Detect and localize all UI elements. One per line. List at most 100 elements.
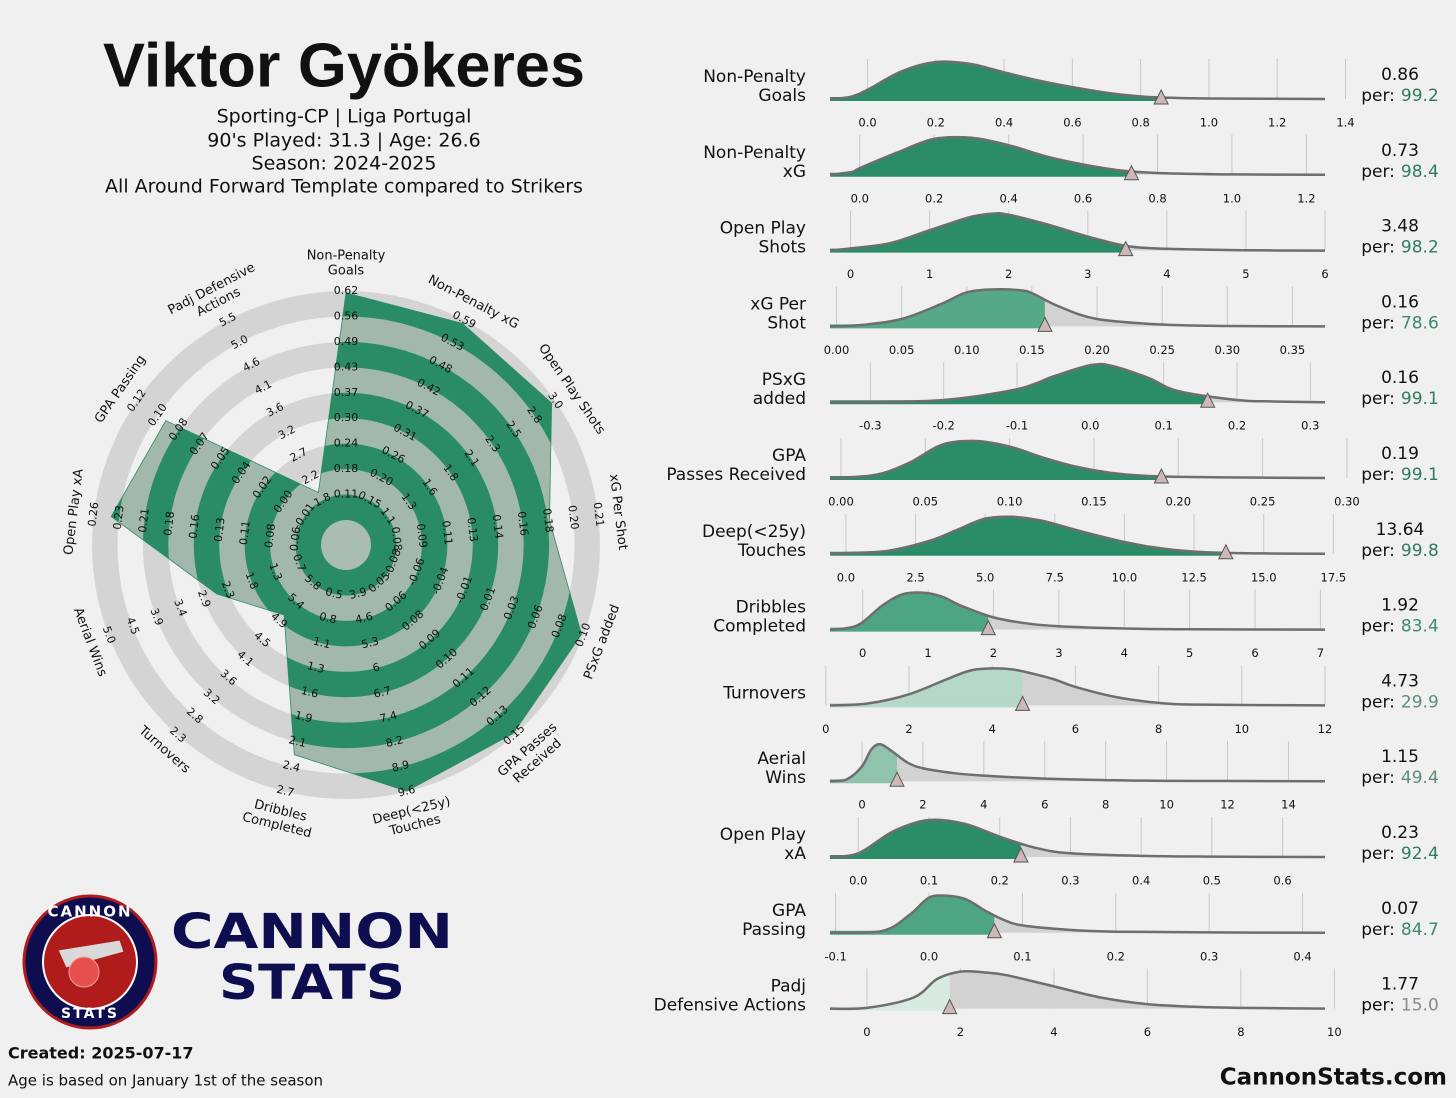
metric-label: GPA bbox=[772, 901, 806, 921]
radar-tick-label: 0.26 bbox=[85, 501, 101, 527]
density-curve bbox=[829, 667, 1326, 707]
metric-value: 1.92 bbox=[1381, 596, 1419, 616]
logo: CANNON STATS CANNON STATS bbox=[22, 894, 453, 1030]
percentile-value: 99.1 bbox=[1401, 465, 1439, 485]
x-tick-label: 0.2 bbox=[927, 116, 945, 130]
percentile: per: 92.4 bbox=[1361, 844, 1439, 864]
x-tick-label: 0.0 bbox=[920, 949, 938, 963]
metric-value: 1.15 bbox=[1381, 747, 1419, 767]
value-marker bbox=[986, 922, 1003, 939]
radar-tick-label: 1.1 bbox=[312, 634, 332, 651]
x-tick-label: 6 bbox=[1251, 646, 1258, 660]
x-tick-label: 0.3 bbox=[1301, 419, 1319, 433]
created-date: Created: 2025-07-17 bbox=[8, 1044, 194, 1063]
radar-tick-label: 0.56 bbox=[334, 309, 359, 322]
radar-tick-label: 0.49 bbox=[334, 335, 359, 348]
x-tick-label: 10 bbox=[1327, 1025, 1342, 1039]
radar-tick-label: 0.30 bbox=[334, 411, 359, 424]
radar-tick-label: 1.3 bbox=[266, 561, 284, 582]
percentile-prefix: per: bbox=[1361, 996, 1395, 1016]
percentile-prefix: per: bbox=[1361, 617, 1395, 637]
x-tick-label: 0 bbox=[863, 1025, 870, 1039]
density-curve bbox=[829, 439, 1326, 480]
x-tick-label: 0.4 bbox=[1132, 874, 1150, 888]
percentile-prefix: per: bbox=[1361, 162, 1395, 182]
radar-tick-label: 0.43 bbox=[334, 360, 359, 373]
metric-label: PSxG bbox=[762, 370, 806, 390]
percentile-prefix: per: bbox=[1361, 86, 1395, 106]
percentile-value: 99.8 bbox=[1401, 541, 1439, 561]
metric-label: Defensive Actions bbox=[654, 996, 807, 1016]
x-tick-label: 6 bbox=[1041, 798, 1048, 812]
radar-category: Goals bbox=[328, 264, 365, 279]
percentile-prefix: per: bbox=[1361, 313, 1395, 333]
percentile-prefix: per: bbox=[1361, 692, 1395, 712]
radar-tick-label: 6.7 bbox=[372, 684, 392, 701]
logo-name: STATS bbox=[219, 955, 405, 1011]
metric-value: 3.48 bbox=[1381, 217, 1419, 237]
value-marker bbox=[1153, 88, 1169, 105]
percentile-prefix: per: bbox=[1361, 238, 1395, 258]
density-area-above bbox=[1022, 671, 1325, 706]
percentile-value: 84.7 bbox=[1401, 920, 1439, 940]
radar-tick-label: 6 bbox=[371, 660, 381, 674]
x-tick-label: 6 bbox=[1072, 722, 1079, 736]
metric-label: Open Play bbox=[720, 219, 806, 239]
radar-tick-label: 0.20 bbox=[565, 504, 581, 530]
x-tick-label: 0.0 bbox=[851, 191, 869, 205]
density-area-below bbox=[830, 973, 950, 1009]
value-marker bbox=[1153, 467, 1170, 484]
percentile: per: 98.4 bbox=[1361, 162, 1439, 182]
x-tick-label: 0.1 bbox=[1155, 419, 1173, 433]
x-tick-label: 8 bbox=[1155, 722, 1162, 736]
x-tick-label: 7.5 bbox=[1046, 570, 1064, 584]
x-tick-label: 4 bbox=[1121, 646, 1128, 660]
radar-tick-label: 0.18 bbox=[334, 462, 359, 475]
x-tick-label: 0 bbox=[859, 646, 866, 660]
x-tick-label: 0.0 bbox=[858, 116, 876, 130]
percentile-value: 15.0 bbox=[1401, 996, 1439, 1016]
x-tick-label: 0.30 bbox=[1334, 495, 1360, 509]
x-tick-label: 0.25 bbox=[1149, 343, 1175, 357]
subtitle: All Around Forward Template compared to … bbox=[105, 176, 583, 198]
percentile: per: 99.2 bbox=[1361, 86, 1439, 106]
x-tick-label: 4 bbox=[1163, 267, 1170, 281]
metric-value: 0.23 bbox=[1381, 823, 1419, 843]
x-tick-label: 0.15 bbox=[1081, 495, 1107, 509]
x-tick-label: 0.15 bbox=[1019, 343, 1045, 357]
density-curve bbox=[829, 818, 1326, 859]
radar-tick-label: 0.8 bbox=[318, 610, 338, 627]
metric-value: 0.07 bbox=[1381, 899, 1419, 919]
radar-tick-label: 0.16 bbox=[186, 514, 202, 540]
density-area-above bbox=[988, 615, 1325, 630]
percentile: per: 78.6 bbox=[1361, 313, 1439, 333]
percentile: per: 99.8 bbox=[1361, 541, 1439, 561]
metric-value: 4.73 bbox=[1381, 671, 1419, 691]
x-tick-label: 4 bbox=[989, 722, 996, 736]
x-tick-label: 0 bbox=[847, 267, 854, 281]
radar-tick-label: 1.8 bbox=[243, 570, 261, 591]
x-tick-label: 2 bbox=[990, 646, 997, 660]
percentile-value: 99.1 bbox=[1401, 389, 1439, 409]
x-tick-label: 0.1 bbox=[920, 874, 938, 888]
radar-tick-label: 2.7 bbox=[275, 783, 295, 800]
radar-tick-label: 3.9 bbox=[348, 585, 368, 602]
percentile: per: 15.0 bbox=[1361, 996, 1439, 1016]
percentile-value: 83.4 bbox=[1401, 617, 1439, 637]
subtitle: Sporting-CP | Liga Portugal bbox=[217, 106, 472, 128]
percentile: per: 83.4 bbox=[1361, 617, 1439, 637]
x-tick-label: 12 bbox=[1220, 798, 1235, 812]
radar-tick-label: 0.21 bbox=[591, 501, 607, 527]
radar-tick-label: 0.7 bbox=[290, 552, 308, 573]
x-tick-label: 0.8 bbox=[1132, 116, 1150, 130]
metric-label: Completed bbox=[713, 617, 806, 637]
x-tick-label: 12.5 bbox=[1181, 570, 1207, 584]
x-tick-label: 12 bbox=[1318, 722, 1333, 736]
x-tick-label: 1.2 bbox=[1297, 191, 1315, 205]
radar-tick-label: 0.08 bbox=[389, 526, 405, 552]
metric-value: 0.73 bbox=[1381, 141, 1419, 161]
footnote: Age is based on January 1st of the seaso… bbox=[8, 1072, 323, 1090]
x-tick-label: -0.1 bbox=[1006, 419, 1028, 433]
metric-label: Padj bbox=[771, 977, 806, 997]
value-marker bbox=[980, 619, 997, 636]
